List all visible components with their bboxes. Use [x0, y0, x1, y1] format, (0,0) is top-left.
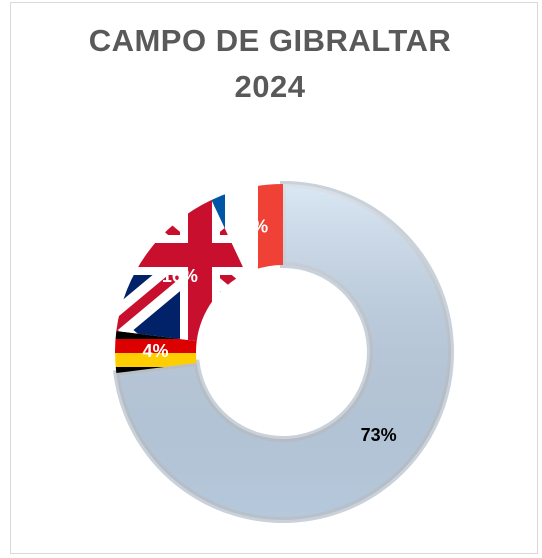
donut-segment	[211, 184, 283, 274]
data-label: 73%	[361, 425, 397, 445]
data-label: 4%	[142, 341, 168, 361]
chart-title: CAMPO DE GIBRALTAR 2024	[88, 23, 452, 104]
data-label: 7%	[242, 216, 268, 236]
segment-shade	[116, 184, 451, 520]
donut-segment	[115, 330, 197, 374]
data-label: 16%	[162, 266, 198, 286]
donut-segment	[116, 199, 246, 342]
